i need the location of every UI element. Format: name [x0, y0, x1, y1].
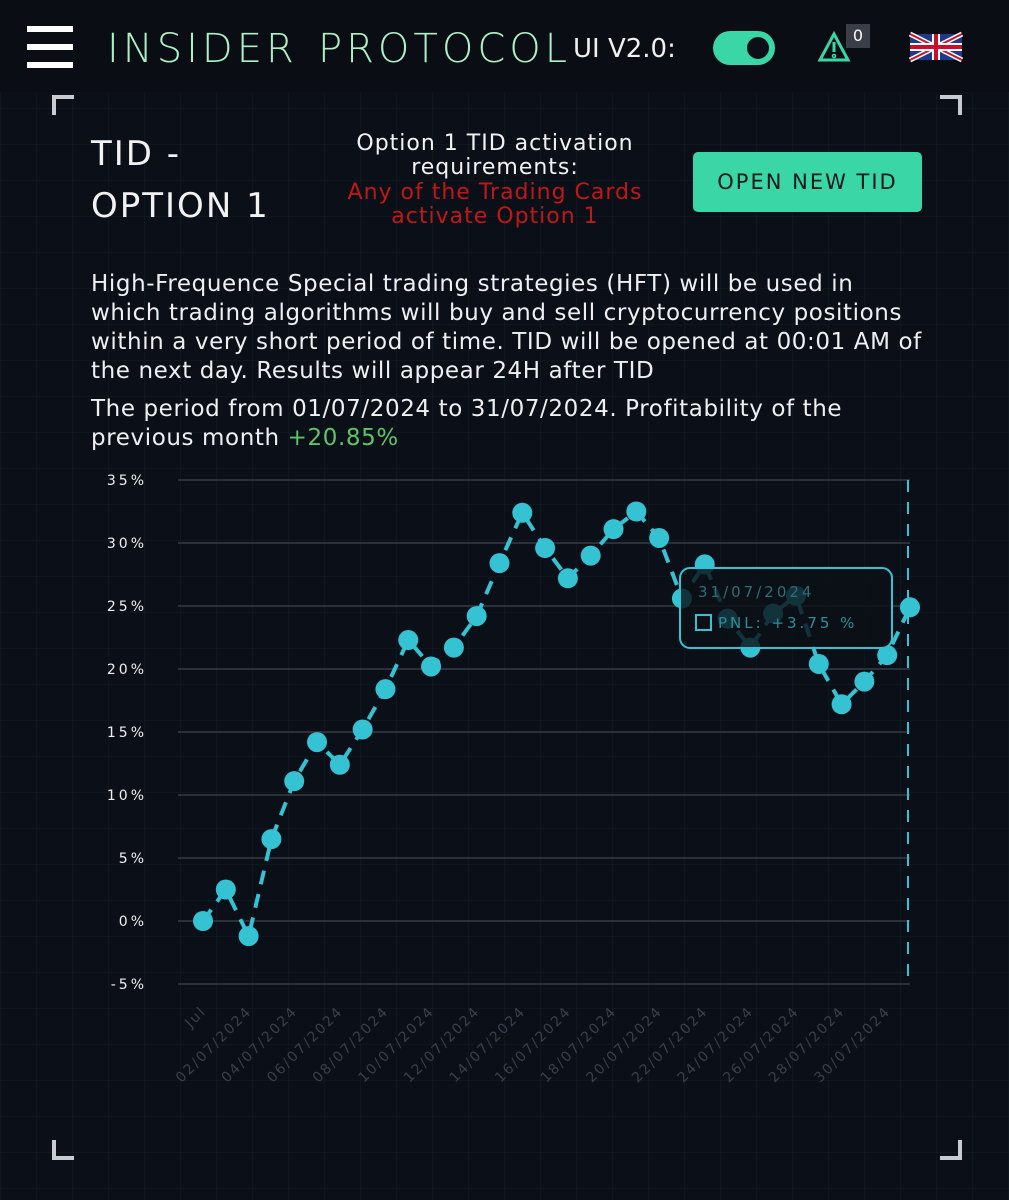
brand-left: INSIDER	[107, 26, 298, 72]
point	[877, 645, 898, 666]
y-tick-label: 5%	[119, 851, 147, 867]
point	[557, 568, 578, 589]
tooltip-swatch	[695, 614, 712, 631]
point	[649, 527, 670, 548]
tooltip-value: PNL: +3.75 %	[718, 614, 857, 632]
alert-count: 0	[846, 24, 870, 48]
point	[831, 694, 852, 715]
y-tick-label: -5%	[111, 977, 147, 993]
point	[215, 879, 236, 900]
point	[352, 719, 373, 740]
point	[580, 545, 601, 566]
point	[512, 502, 533, 523]
open-tid-button[interactable]: OPEN NEW TID	[693, 152, 922, 212]
tooltip-box	[679, 567, 893, 649]
point	[238, 926, 259, 947]
point	[421, 656, 442, 677]
point	[489, 553, 510, 574]
point	[375, 679, 396, 700]
point	[626, 501, 647, 522]
point	[466, 606, 487, 627]
point	[900, 597, 920, 618]
y-tick-label: 25%	[107, 599, 147, 615]
point	[193, 911, 213, 931]
requirements-title: Option 1 TID activation requirements:	[356, 131, 634, 180]
y-tick-label: 20%	[107, 662, 147, 678]
title-line2: OPTION 1	[91, 186, 270, 226]
period-text: The period from 01/07/2024 to 31/07/2024…	[91, 396, 843, 451]
requirements-note: Any of the Trading Cards activate Option…	[347, 180, 643, 229]
y-tick-label: 15%	[107, 725, 147, 741]
panel-corners	[52, 95, 962, 1160]
point	[307, 732, 328, 753]
point	[603, 519, 624, 540]
y-tick-label: 35%	[107, 473, 147, 489]
point	[808, 653, 829, 674]
point	[398, 630, 419, 651]
tooltip-date: 31/07/2024	[698, 583, 814, 601]
alert-icon[interactable]	[817, 30, 851, 62]
y-tick-label: 10%	[107, 788, 147, 804]
point	[535, 538, 556, 559]
point	[261, 829, 282, 850]
chart: 35%30%25%20%15%10%5%0%-5%Jul02/07/202404…	[107, 473, 920, 1086]
brand-right: PROTOCOL	[318, 26, 572, 72]
version-label: UI V2.0:	[573, 34, 676, 64]
point	[329, 754, 350, 775]
line	[201, 508, 912, 943]
y-tick-label: 0%	[119, 914, 147, 930]
profitability: +20.85%	[287, 425, 399, 451]
flag-icon[interactable]	[908, 31, 964, 63]
menu-icon[interactable]	[27, 26, 73, 68]
description: High-Frequence Special trading strategie…	[91, 271, 922, 384]
point	[854, 671, 875, 692]
point	[284, 771, 305, 792]
period: The period from 01/07/2024 to 31/07/2024…	[91, 395, 931, 453]
toggle-knob	[747, 37, 769, 59]
point	[443, 637, 464, 658]
title-line1: TID -	[91, 134, 182, 174]
tooltip: 31/07/2024 PNL: +3.75 %	[679, 567, 893, 649]
y-tick-label: 30%	[107, 536, 147, 552]
